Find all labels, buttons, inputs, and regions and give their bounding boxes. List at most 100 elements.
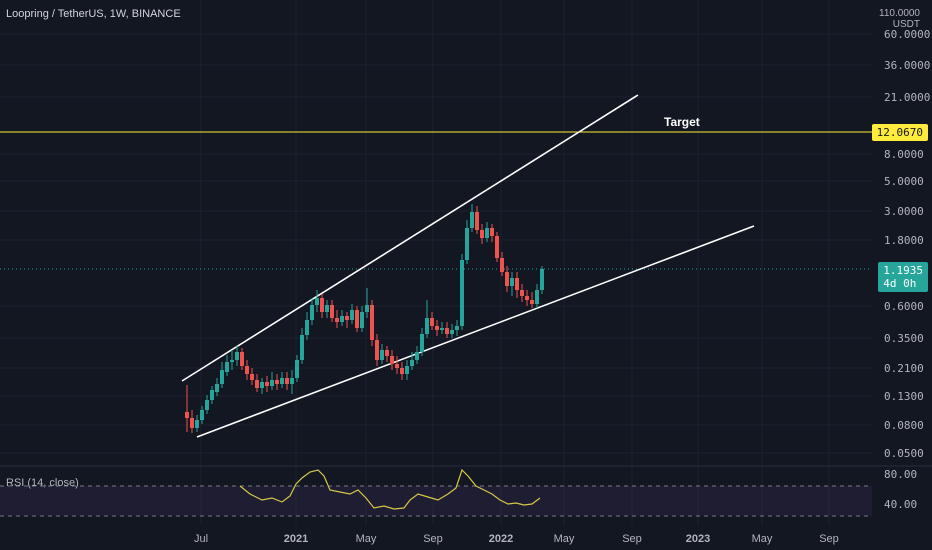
price-axis-label: 3.0000: [884, 205, 924, 218]
candle-body: [440, 328, 444, 330]
candle-body: [355, 310, 359, 328]
candle-body: [265, 382, 269, 386]
candle-body: [495, 236, 499, 258]
candle-body: [515, 278, 519, 290]
time-axis-label: Sep: [622, 533, 642, 545]
candle-body: [205, 400, 209, 410]
rsi-band: [0, 486, 872, 516]
candle-body: [395, 364, 399, 368]
candle-body: [435, 326, 439, 330]
currency-label: USDT: [892, 19, 920, 30]
price-axis-label: 0.0800: [884, 419, 924, 432]
candle-body: [490, 228, 494, 236]
price-axis-label: 1.8000: [884, 234, 924, 247]
candle-body: [380, 350, 384, 360]
candle-body: [330, 305, 334, 318]
candle-body: [455, 326, 459, 330]
price-axis-currency: 110.0000 USDT: [879, 8, 920, 30]
candle-body: [245, 366, 249, 374]
candle-body: [305, 320, 309, 335]
candle-body: [260, 382, 264, 388]
candle-body: [350, 310, 354, 320]
rsi-line: [239, 468, 541, 510]
candle-body: [390, 356, 394, 364]
candle-body: [220, 370, 224, 384]
candle-body: [425, 318, 429, 334]
candle-body: [375, 340, 379, 360]
candle-body: [230, 360, 234, 362]
price-axis-label: 0.2100: [884, 362, 924, 375]
candle-body: [485, 228, 489, 238]
last-price-tag: 1.1935 4d 0h: [878, 262, 928, 292]
candle-body: [365, 305, 369, 312]
candle-body: [535, 290, 539, 304]
price-axis-label: 36.0000: [884, 59, 930, 72]
time-axis-label: 2022: [489, 533, 513, 545]
candle-body: [280, 378, 284, 384]
candle-body: [250, 374, 254, 380]
price-axis-label: 21.0000: [884, 91, 930, 104]
candle-body: [300, 335, 304, 360]
candle-body: [450, 330, 454, 334]
candle-body: [290, 378, 294, 384]
lower-trendline: [196, 225, 755, 438]
price-axis-label: 60.0000: [884, 28, 930, 41]
candle-body: [335, 318, 339, 322]
candle-body: [240, 352, 244, 366]
candle-body: [505, 272, 509, 286]
candle-body: [195, 420, 199, 428]
price-axis-label: 0.6000: [884, 300, 924, 313]
candle-body: [430, 318, 434, 326]
candle-body: [470, 212, 474, 228]
time-axis-label: May: [752, 533, 773, 545]
price-axis-label: 5.0000: [884, 175, 924, 188]
target-price-tag: 12.0670: [871, 124, 928, 141]
candle-body: [405, 366, 409, 374]
rsi-axis-label: 40.00: [884, 498, 917, 511]
target-annotation: Target: [664, 115, 700, 129]
candle-body: [480, 230, 484, 238]
candle-body: [385, 350, 389, 356]
price-axis-top-value: 110.0000: [879, 8, 920, 19]
candle-body: [200, 410, 204, 420]
candle-body: [525, 296, 529, 300]
candle-body: [340, 316, 344, 322]
candle-body: [225, 362, 229, 372]
price-axis-label: 8.0000: [884, 148, 924, 161]
candle-body: [285, 378, 289, 384]
candle-body: [275, 380, 279, 384]
candle-body: [320, 298, 324, 312]
rsi-indicator-label[interactable]: RSI (14, close): [6, 477, 79, 489]
candle-body: [415, 352, 419, 360]
time-axis-label: 2021: [284, 533, 308, 545]
time-axis-label: May: [356, 533, 377, 545]
candle-body: [465, 228, 469, 260]
time-axis-label: Sep: [423, 533, 443, 545]
price-axis-label: 0.3500: [884, 332, 924, 345]
candle-body: [255, 380, 259, 388]
candle-body: [325, 305, 329, 312]
time-axis-label: 2023: [686, 533, 710, 545]
price-axis-label: 0.1300: [884, 390, 924, 403]
candle-body: [400, 368, 404, 374]
candle-body: [510, 278, 514, 286]
candle-body: [540, 269, 544, 290]
candle-body: [370, 305, 374, 340]
candle-body: [460, 260, 464, 326]
time-axis-label: Sep: [819, 533, 839, 545]
bar-countdown: 4d 0h: [883, 277, 917, 290]
candle-body: [270, 380, 274, 386]
candle-body: [185, 412, 189, 418]
candle-body: [410, 360, 414, 366]
candle-body: [210, 390, 214, 400]
candle-body: [475, 212, 479, 230]
candle-body: [530, 300, 534, 304]
candle-body: [445, 328, 449, 334]
candle-body: [315, 298, 319, 305]
upper-trendline: [181, 94, 639, 382]
candle-body: [310, 305, 314, 320]
last-price-value: 1.1935: [883, 264, 923, 277]
candle-body: [420, 334, 424, 352]
candle-body: [235, 352, 239, 360]
